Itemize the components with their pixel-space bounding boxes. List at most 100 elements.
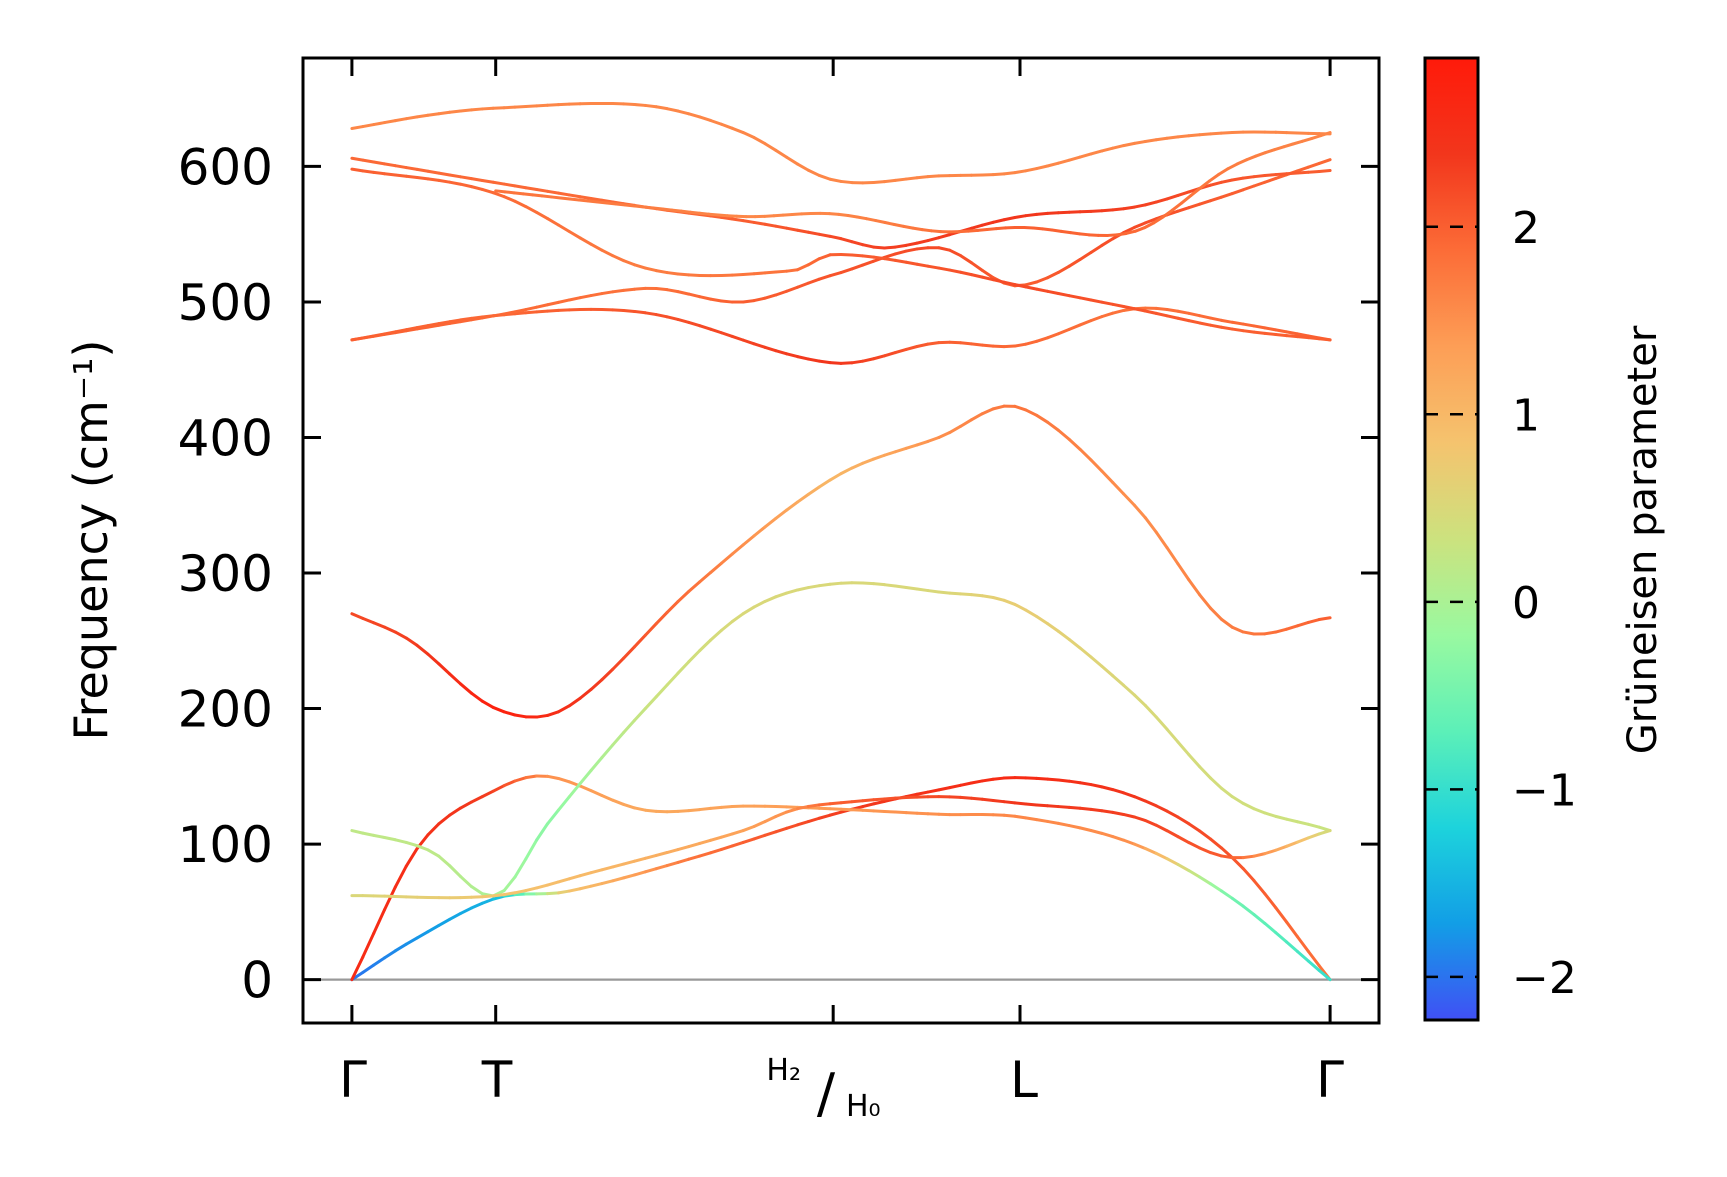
dispersion-segment xyxy=(893,796,908,800)
dispersion-segment xyxy=(948,591,963,596)
dispersion-segment xyxy=(1078,781,1093,787)
dispersion-segment xyxy=(806,277,821,285)
dispersion-segment xyxy=(926,589,941,594)
dispersion-branch-optical-5 xyxy=(494,131,1332,237)
dispersion-segment xyxy=(1002,280,1017,287)
dispersion-segment xyxy=(372,332,387,338)
dispersion-segment xyxy=(1161,208,1174,219)
dispersion-segment xyxy=(1226,162,1239,171)
dispersion-segment xyxy=(622,102,636,107)
x-tick-label-gamma-start: Γ xyxy=(339,1051,367,1109)
dispersion-segment xyxy=(502,891,517,897)
x-tick-labels: Γ T H₂ / H₀ L Γ xyxy=(339,1051,1344,1125)
dispersion-segment xyxy=(1154,804,1169,813)
dispersion-segment xyxy=(774,826,789,834)
dispersion-segment xyxy=(622,718,636,735)
dispersion-segment xyxy=(372,956,387,967)
dispersion-segment xyxy=(763,815,778,824)
dispersion-segment xyxy=(535,188,550,193)
dispersion-segment xyxy=(1187,202,1202,210)
dispersion-segment xyxy=(926,236,941,243)
dispersion-segment xyxy=(1122,812,1136,819)
dispersion-segment xyxy=(546,189,560,195)
x-tick-label-gamma-end: Γ xyxy=(1316,1051,1344,1109)
dispersion-segment xyxy=(1056,210,1071,215)
dispersion-segment xyxy=(567,874,582,881)
colorbar-tick-label: 1 xyxy=(1512,390,1540,441)
dispersion-segment xyxy=(404,327,419,333)
dispersion-segment xyxy=(709,297,723,303)
dispersion-segment xyxy=(980,594,995,599)
plot-area: 0 100 200 300 400 500 600 xyxy=(178,56,1381,1025)
dispersion-segment xyxy=(1230,625,1245,634)
dispersion-segment xyxy=(937,590,952,595)
dispersion-segment xyxy=(969,273,984,279)
x-tick-label-h0: H₀ xyxy=(846,1089,881,1124)
dispersion-segment xyxy=(524,186,539,192)
dispersion-segment xyxy=(522,192,535,197)
dispersion-segment xyxy=(1100,300,1115,306)
dispersion-segment xyxy=(502,875,517,893)
dispersion-segment xyxy=(535,303,550,309)
dispersion-segment xyxy=(1067,294,1082,300)
dispersion-segment xyxy=(567,193,582,199)
dispersion-segment xyxy=(1100,208,1115,213)
dispersion-segment xyxy=(915,175,930,180)
dispersion-segment xyxy=(1209,195,1223,203)
dispersion-segment xyxy=(1274,328,1289,334)
dispersion-segment xyxy=(796,263,810,272)
dispersion-segment xyxy=(642,205,655,210)
plot-frame xyxy=(301,56,1381,1025)
dispersion-segment xyxy=(774,224,789,230)
dispersion-segment xyxy=(426,112,441,117)
dispersion-segment xyxy=(676,109,691,116)
dispersion-segment xyxy=(1176,316,1191,323)
dispersion-segment xyxy=(491,784,506,793)
y-tick-label: 600 xyxy=(178,138,273,196)
dispersion-segment xyxy=(1100,469,1115,484)
dispersion-segment xyxy=(904,241,919,247)
dispersion-segment xyxy=(1143,703,1158,719)
dispersion-segment xyxy=(1274,931,1289,944)
dispersion-segment xyxy=(1111,308,1126,315)
dispersion-segment xyxy=(676,589,691,604)
dispersion-segment xyxy=(976,227,989,232)
dispersion-segment xyxy=(1069,231,1082,236)
dispersion-segment xyxy=(665,600,680,614)
dispersion-segment xyxy=(1209,882,1223,893)
x-tick-label-t: T xyxy=(481,1051,513,1109)
colorbar-title: Grüneisen parameter xyxy=(1620,325,1666,754)
dispersion-segment xyxy=(1306,959,1321,972)
dispersion-segment xyxy=(796,355,810,361)
dispersion-branch-optical-2 xyxy=(350,158,1332,342)
dispersion-segment xyxy=(556,776,571,784)
dispersion-segment xyxy=(633,204,646,209)
dispersion-segment xyxy=(893,177,908,182)
dispersion-segment xyxy=(1122,205,1136,211)
dispersion-segment xyxy=(480,699,495,709)
dispersion-segment xyxy=(1089,655,1104,668)
dispersion-segment xyxy=(361,931,376,959)
dispersion-segment xyxy=(1230,176,1245,182)
dispersion-segment xyxy=(991,776,1006,781)
dispersion-segment xyxy=(719,299,734,304)
dispersion-segment xyxy=(448,318,463,324)
dispersion-segment xyxy=(1198,829,1213,841)
dispersion-segment xyxy=(1013,169,1028,175)
dispersion-segment xyxy=(948,268,963,274)
dispersion-segment xyxy=(383,625,397,634)
colorbar: −2 −1 0 1 2 Grüneisen parameter xyxy=(1423,56,1666,1022)
dispersion-segment xyxy=(350,955,365,982)
dispersion-segment xyxy=(1078,806,1093,811)
y-axis-title: Frequency (cm⁻¹) xyxy=(64,340,118,741)
dispersion-segment xyxy=(1067,637,1082,650)
dispersion-segment xyxy=(839,361,854,365)
dispersion-segment xyxy=(882,351,897,358)
dispersion-segment xyxy=(806,584,821,590)
dispersion-segment xyxy=(469,885,484,896)
dispersion-segment xyxy=(480,178,495,184)
dispersion-segment xyxy=(415,167,430,173)
dispersion-segment xyxy=(959,592,973,597)
dispersion-segment xyxy=(622,645,636,660)
dispersion-segment xyxy=(1263,326,1278,332)
